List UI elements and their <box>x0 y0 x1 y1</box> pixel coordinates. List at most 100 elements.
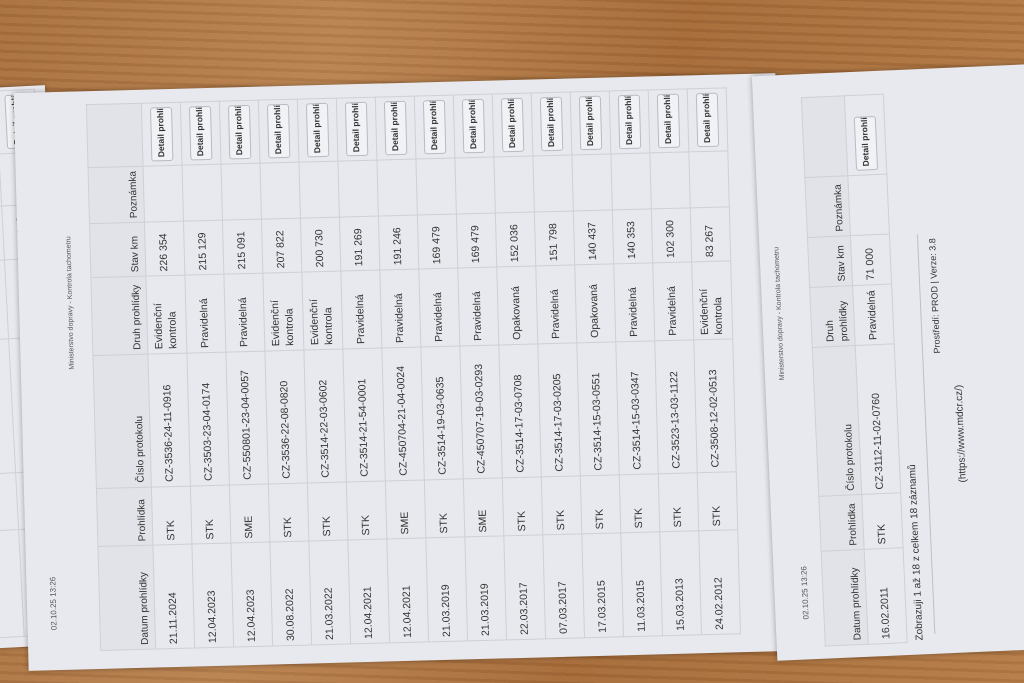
inspection-date: 12.04.2021 <box>386 538 429 643</box>
inspection-date: 11.03.2015 <box>620 532 663 637</box>
inspection-date: 17.03.2015 <box>581 533 624 638</box>
detail-button[interactable]: Detail prohlí <box>306 102 329 158</box>
protocol-number: CZ-450707-19-03-0293 <box>459 344 503 479</box>
odometer-km: 83 267 <box>690 207 731 263</box>
inspection-type: STK <box>580 474 621 535</box>
inspection-kind: Pravidelná <box>184 274 226 353</box>
inspection-kind: Evidenční kontrola <box>301 271 343 350</box>
odometer-km: 215 091 <box>222 219 263 275</box>
detail-cell: Detail prohlí <box>297 98 338 163</box>
detail-button[interactable]: Detail prohlí <box>423 99 446 155</box>
note <box>337 160 379 218</box>
detail-button[interactable]: Detail prohlí <box>657 93 680 149</box>
inspection-kind: Pravidelná <box>418 268 460 347</box>
odometer-km: 169 479 <box>417 214 458 270</box>
column-header: Datum prohlídky <box>97 545 156 651</box>
protocol-number: CZ-3112-11-02-0760 <box>855 343 901 495</box>
column-header <box>86 103 144 168</box>
paper-page-2: 02.10.25 13:26 Ministerstvo dopravy - Kon… <box>13 73 791 671</box>
inspection-kind: Pravidelná <box>852 283 895 346</box>
inspection-date: 12.04.2023 <box>191 543 234 649</box>
inspection-type: SME <box>385 479 426 540</box>
odometer-km: 71 000 <box>850 233 892 286</box>
records-summary: Zobrazuji 1 až 18 z celkem 18 záznamů <box>906 464 926 641</box>
column-header: Datum prohlídky <box>821 549 869 647</box>
inspection-date: 30.08.2022 <box>269 541 312 646</box>
source-url[interactable]: (https://www.mdcr.cz/) <box>953 384 969 483</box>
odometer-km: 102 300 <box>651 208 692 264</box>
inspection-kind: Pravidelná <box>535 265 577 344</box>
detail-cell: Detail prohlí <box>336 97 377 162</box>
protocol-number: CZ-3514-15-03-0347 <box>615 340 659 475</box>
detail-button[interactable]: Detail prohlí <box>462 98 485 154</box>
note <box>532 155 574 213</box>
detail-button[interactable]: Detail prohlí <box>384 100 407 156</box>
inspection-kind: Pravidelná <box>652 262 694 341</box>
note <box>143 165 184 223</box>
odometer-km: 191 269 <box>339 216 380 272</box>
inspection-type: STK <box>190 484 231 545</box>
environment-version: Prostředí: PROD | Verze: 3.8 <box>927 238 943 354</box>
column-header: Číslo protokolu <box>92 354 152 489</box>
inspection-type: STK <box>424 478 465 539</box>
detail-button[interactable]: Detail prohlí <box>540 96 563 152</box>
inspection-kind: Evidenční kontrola <box>145 275 187 355</box>
inspection-date: 12.04.2021 <box>347 539 390 644</box>
protocol-number: CZ-3514-15-03-0551 <box>576 341 620 476</box>
inspection-type: STK <box>307 481 348 542</box>
inspection-type: STK <box>697 471 738 532</box>
column-header: Stav km <box>89 222 146 278</box>
detail-button[interactable]: Detail prohlí <box>696 92 719 148</box>
detail-button[interactable]: Detail prohlí <box>854 115 878 171</box>
odometer-km: 215 129 <box>183 220 224 276</box>
note <box>376 159 418 217</box>
detail-button[interactable]: Detail prohlí <box>579 95 602 151</box>
inspection-type: STK <box>619 473 660 534</box>
note <box>298 161 340 219</box>
inspection-type: STK <box>658 472 699 533</box>
protocol-number: CZ-3514-17-03-0708 <box>498 343 542 478</box>
detail-button[interactable]: Detail prohlí <box>501 97 524 153</box>
note <box>415 158 457 216</box>
detail-cell: Detail prohlí <box>453 94 494 159</box>
note <box>649 151 691 210</box>
print-header: Ministerstvo dopravy - Kontrola tachomet… <box>65 236 76 370</box>
detail-cell: Detail prohlí <box>180 101 221 166</box>
detail-cell: Detail prohlí <box>844 94 887 176</box>
detail-button[interactable]: Detail prohlí <box>618 94 641 150</box>
detail-button[interactable]: Detail prohlí <box>150 106 173 162</box>
inspection-date: 21.11.2024 <box>152 544 195 650</box>
protocol-number: CZ-3536-22-08-0820 <box>264 349 308 484</box>
detail-cell: Detail prohlí <box>570 90 611 156</box>
inspection-kind: Opakovaná <box>496 266 538 345</box>
inspection-date: 21.03.2022 <box>308 540 351 645</box>
detail-button[interactable]: Detail prohlí <box>228 104 251 160</box>
note <box>220 163 262 221</box>
detail-cell: Detail prohlí <box>141 102 183 167</box>
inspection-type: STK <box>151 485 192 546</box>
inspection-date: 21.03.2019 <box>464 536 507 641</box>
protocol-number: CZ-3514-19-03-0635 <box>420 345 464 480</box>
column-header: Druh prohlídky <box>809 285 856 348</box>
odometer-km: 200 730 <box>300 217 341 273</box>
protocol-number: CZ-3523-13-03-1122 <box>654 339 698 474</box>
odometer-km: 191 246 <box>378 215 419 271</box>
protocol-number: CZ-3514-17-03-0205 <box>537 342 581 477</box>
detail-cell: Detail prohlí <box>375 96 416 161</box>
detail-cell: Detail prohlí <box>687 87 728 152</box>
detail-button[interactable]: Detail prohlí <box>267 103 290 159</box>
print-header: Ministerstvo dopravy - Kontrola tachomet… <box>773 246 787 381</box>
detail-cell: Detail prohlí <box>531 92 572 157</box>
inspection-kind: Evidenční kontrola <box>262 272 304 351</box>
inspection-kind: Opakovaná <box>574 264 616 343</box>
column-header: Druh prohlídky <box>90 276 148 356</box>
column-header: Stav km <box>807 235 853 288</box>
print-timestamp: 02.10.25 13:26 <box>48 576 59 631</box>
detail-button[interactable]: Detail prohlí <box>345 101 368 157</box>
inspection-type: STK <box>346 480 387 541</box>
inspection-type: STK <box>502 476 543 537</box>
detail-button[interactable]: Detail prohlí <box>189 105 212 161</box>
print-timestamp: 02.10.25 13:26 <box>799 565 811 620</box>
note <box>847 173 890 236</box>
column-header <box>801 95 848 178</box>
